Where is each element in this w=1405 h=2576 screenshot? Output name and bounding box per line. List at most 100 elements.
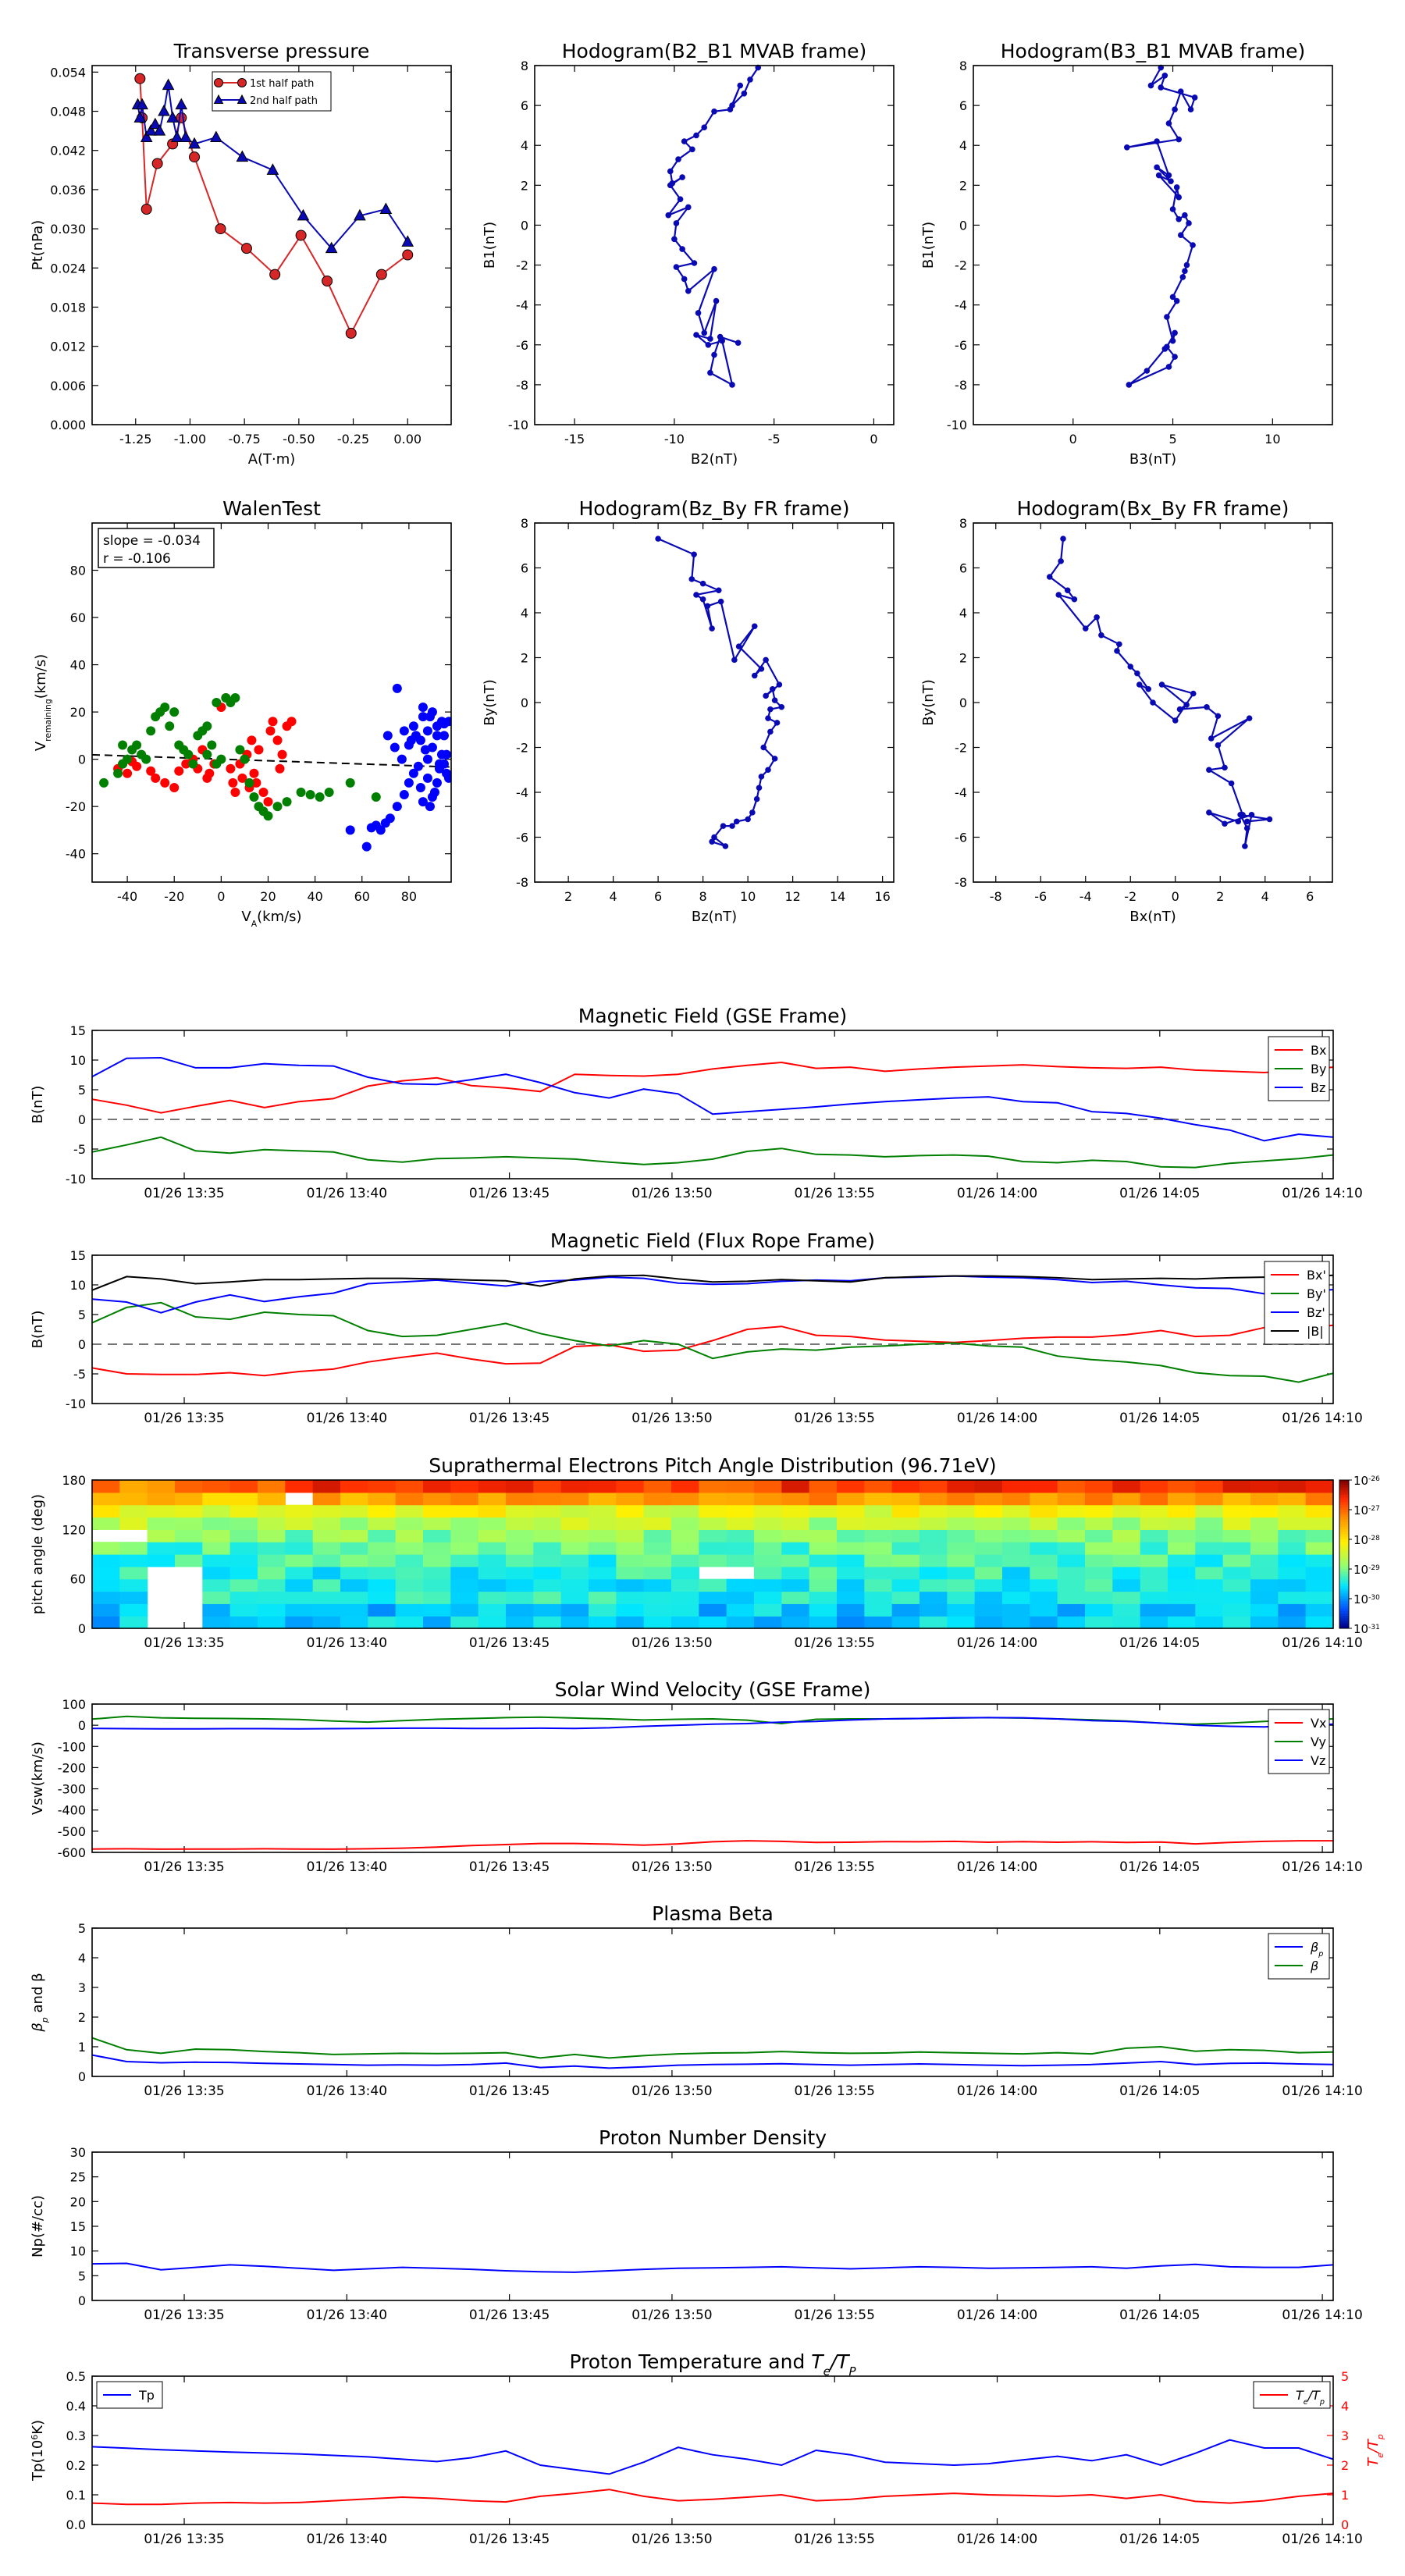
legend: βpβ — [1268, 1933, 1330, 1980]
y-tick-label: -500 — [58, 1824, 86, 1839]
heatmap-cell — [450, 1591, 479, 1604]
hodogram-point — [1145, 685, 1152, 692]
colorbar-tick-label: 10-31 — [1353, 1622, 1380, 1636]
hodogram-point — [733, 818, 740, 825]
colorbar-segment — [1339, 1603, 1349, 1606]
y-tick-label: 0.018 — [50, 300, 86, 315]
series-group — [92, 1274, 1333, 1383]
heatmap-cell — [891, 1578, 920, 1592]
y-tick-label: -4 — [955, 298, 967, 313]
heatmap-cell — [175, 1492, 203, 1506]
heatmap-cell — [947, 1554, 976, 1567]
y-tick-label: 2 — [959, 651, 967, 666]
heatmap-cell — [1195, 1578, 1224, 1592]
heatmap-cell — [919, 1542, 948, 1555]
colorbar-segment — [1339, 1616, 1349, 1619]
y-tick-label: -5 — [73, 1142, 86, 1157]
heatmap-cell — [202, 1492, 231, 1506]
heatmap-cell — [368, 1616, 397, 1628]
y-tick-label: -4 — [955, 785, 967, 800]
x-tick-label: 2 — [564, 889, 572, 904]
annotation-slope: slope = -0.034 — [103, 533, 201, 549]
time-tick-label: 01/26 13:50 — [631, 2083, 712, 2099]
hodogram-point — [1190, 242, 1196, 248]
panel-title: Transverse pressure — [173, 40, 370, 62]
hodogram-point — [769, 685, 776, 692]
y-tick-label: 8 — [521, 59, 528, 73]
walen-point — [99, 777, 109, 788]
heatmap-cell — [1305, 1542, 1333, 1555]
heatmap-cell — [864, 1517, 893, 1530]
heatmap-cell — [312, 1591, 341, 1604]
colorbar-segment — [1339, 1521, 1349, 1525]
heatmap-cell — [1222, 1578, 1251, 1592]
heatmap-cell — [891, 1554, 920, 1567]
y-axis-label: B1(nT) — [482, 222, 498, 269]
heatmap-cell — [616, 1480, 645, 1493]
hodogram-point — [1172, 329, 1178, 336]
heatmap-cell — [947, 1603, 976, 1617]
heatmap-cell — [1057, 1554, 1086, 1567]
heatmap-cell — [423, 1542, 451, 1555]
hodogram-point — [1169, 206, 1176, 212]
colorbar-segment — [1339, 1566, 1349, 1570]
y-tick-label: -10 — [508, 418, 528, 432]
legend: Bx' By' Bz' |B| — [1264, 1261, 1330, 1345]
y-axis-label: Vremaining(km/s) — [33, 654, 53, 751]
y-tick-label: 0.054 — [50, 65, 86, 80]
hodogram-point — [704, 603, 711, 610]
heatmap-cell — [589, 1578, 617, 1592]
y-tick-label: 2 — [78, 2010, 86, 2025]
colorbar-segment — [1339, 1574, 1349, 1577]
heatmap-cell — [671, 1492, 699, 1506]
walen-point — [181, 759, 191, 769]
hodogram-point — [1222, 820, 1228, 827]
heatmap-cell — [175, 1517, 203, 1530]
heatmap-cell — [560, 1566, 589, 1580]
walen-point — [427, 742, 437, 753]
heatmap-cell — [1030, 1591, 1058, 1604]
legend-label: β — [1310, 1959, 1318, 1973]
time-tick-label: 01/26 13:40 — [307, 1635, 387, 1651]
heatmap-cell — [616, 1554, 645, 1567]
heatmap-cell — [643, 1554, 672, 1567]
heatmap-cell — [119, 1554, 148, 1567]
heatmap-cell — [1085, 1517, 1113, 1530]
hodogram-point — [709, 838, 715, 845]
hodogram-point — [685, 287, 692, 294]
y-tick-label: -10 — [66, 1397, 86, 1411]
hodogram-point — [689, 146, 695, 153]
heatmap-cell — [1278, 1480, 1307, 1493]
heatmap-cell — [340, 1529, 368, 1542]
y-tick-label: 25 — [70, 2170, 86, 2185]
heatmap-cell — [974, 1603, 1003, 1617]
heatmap-cell — [781, 1566, 810, 1580]
y-tick-label: 15 — [70, 1248, 86, 1263]
y-tick-label: 4 — [959, 138, 967, 153]
heatmap-cell — [616, 1603, 645, 1617]
heatmap-cell — [478, 1480, 507, 1493]
data-point-triangle — [188, 137, 201, 149]
x-tick-label: 0 — [1172, 889, 1179, 904]
time-tick-label: 01/26 13:50 — [631, 1411, 712, 1426]
legend-label: Bx' — [1307, 1268, 1326, 1283]
heatmap-cell — [974, 1542, 1003, 1555]
hodogram-point — [729, 823, 735, 829]
heatmap-cell — [1140, 1542, 1168, 1555]
data-point-triangle — [175, 98, 188, 110]
heatmap-cell — [285, 1566, 314, 1580]
y-tick-label: 4 — [78, 1951, 86, 1966]
plot-frame — [91, 65, 452, 425]
walen-point — [202, 749, 212, 760]
hodogram-point — [717, 598, 724, 605]
walen-point — [415, 782, 425, 792]
walen-point — [425, 802, 435, 812]
heatmap-cell — [837, 1578, 865, 1592]
hodogram-point — [1177, 232, 1184, 239]
heatmap-cell — [1278, 1578, 1307, 1592]
panels: Transverse pressure0.0000.0060.0120.0180… — [30, 40, 1385, 2547]
heatmap-cell — [1112, 1542, 1141, 1555]
time-tick-label: 01/26 13:35 — [144, 2083, 224, 2099]
legend-box — [1268, 1933, 1330, 1980]
y-tick-label: -8 — [516, 875, 528, 890]
